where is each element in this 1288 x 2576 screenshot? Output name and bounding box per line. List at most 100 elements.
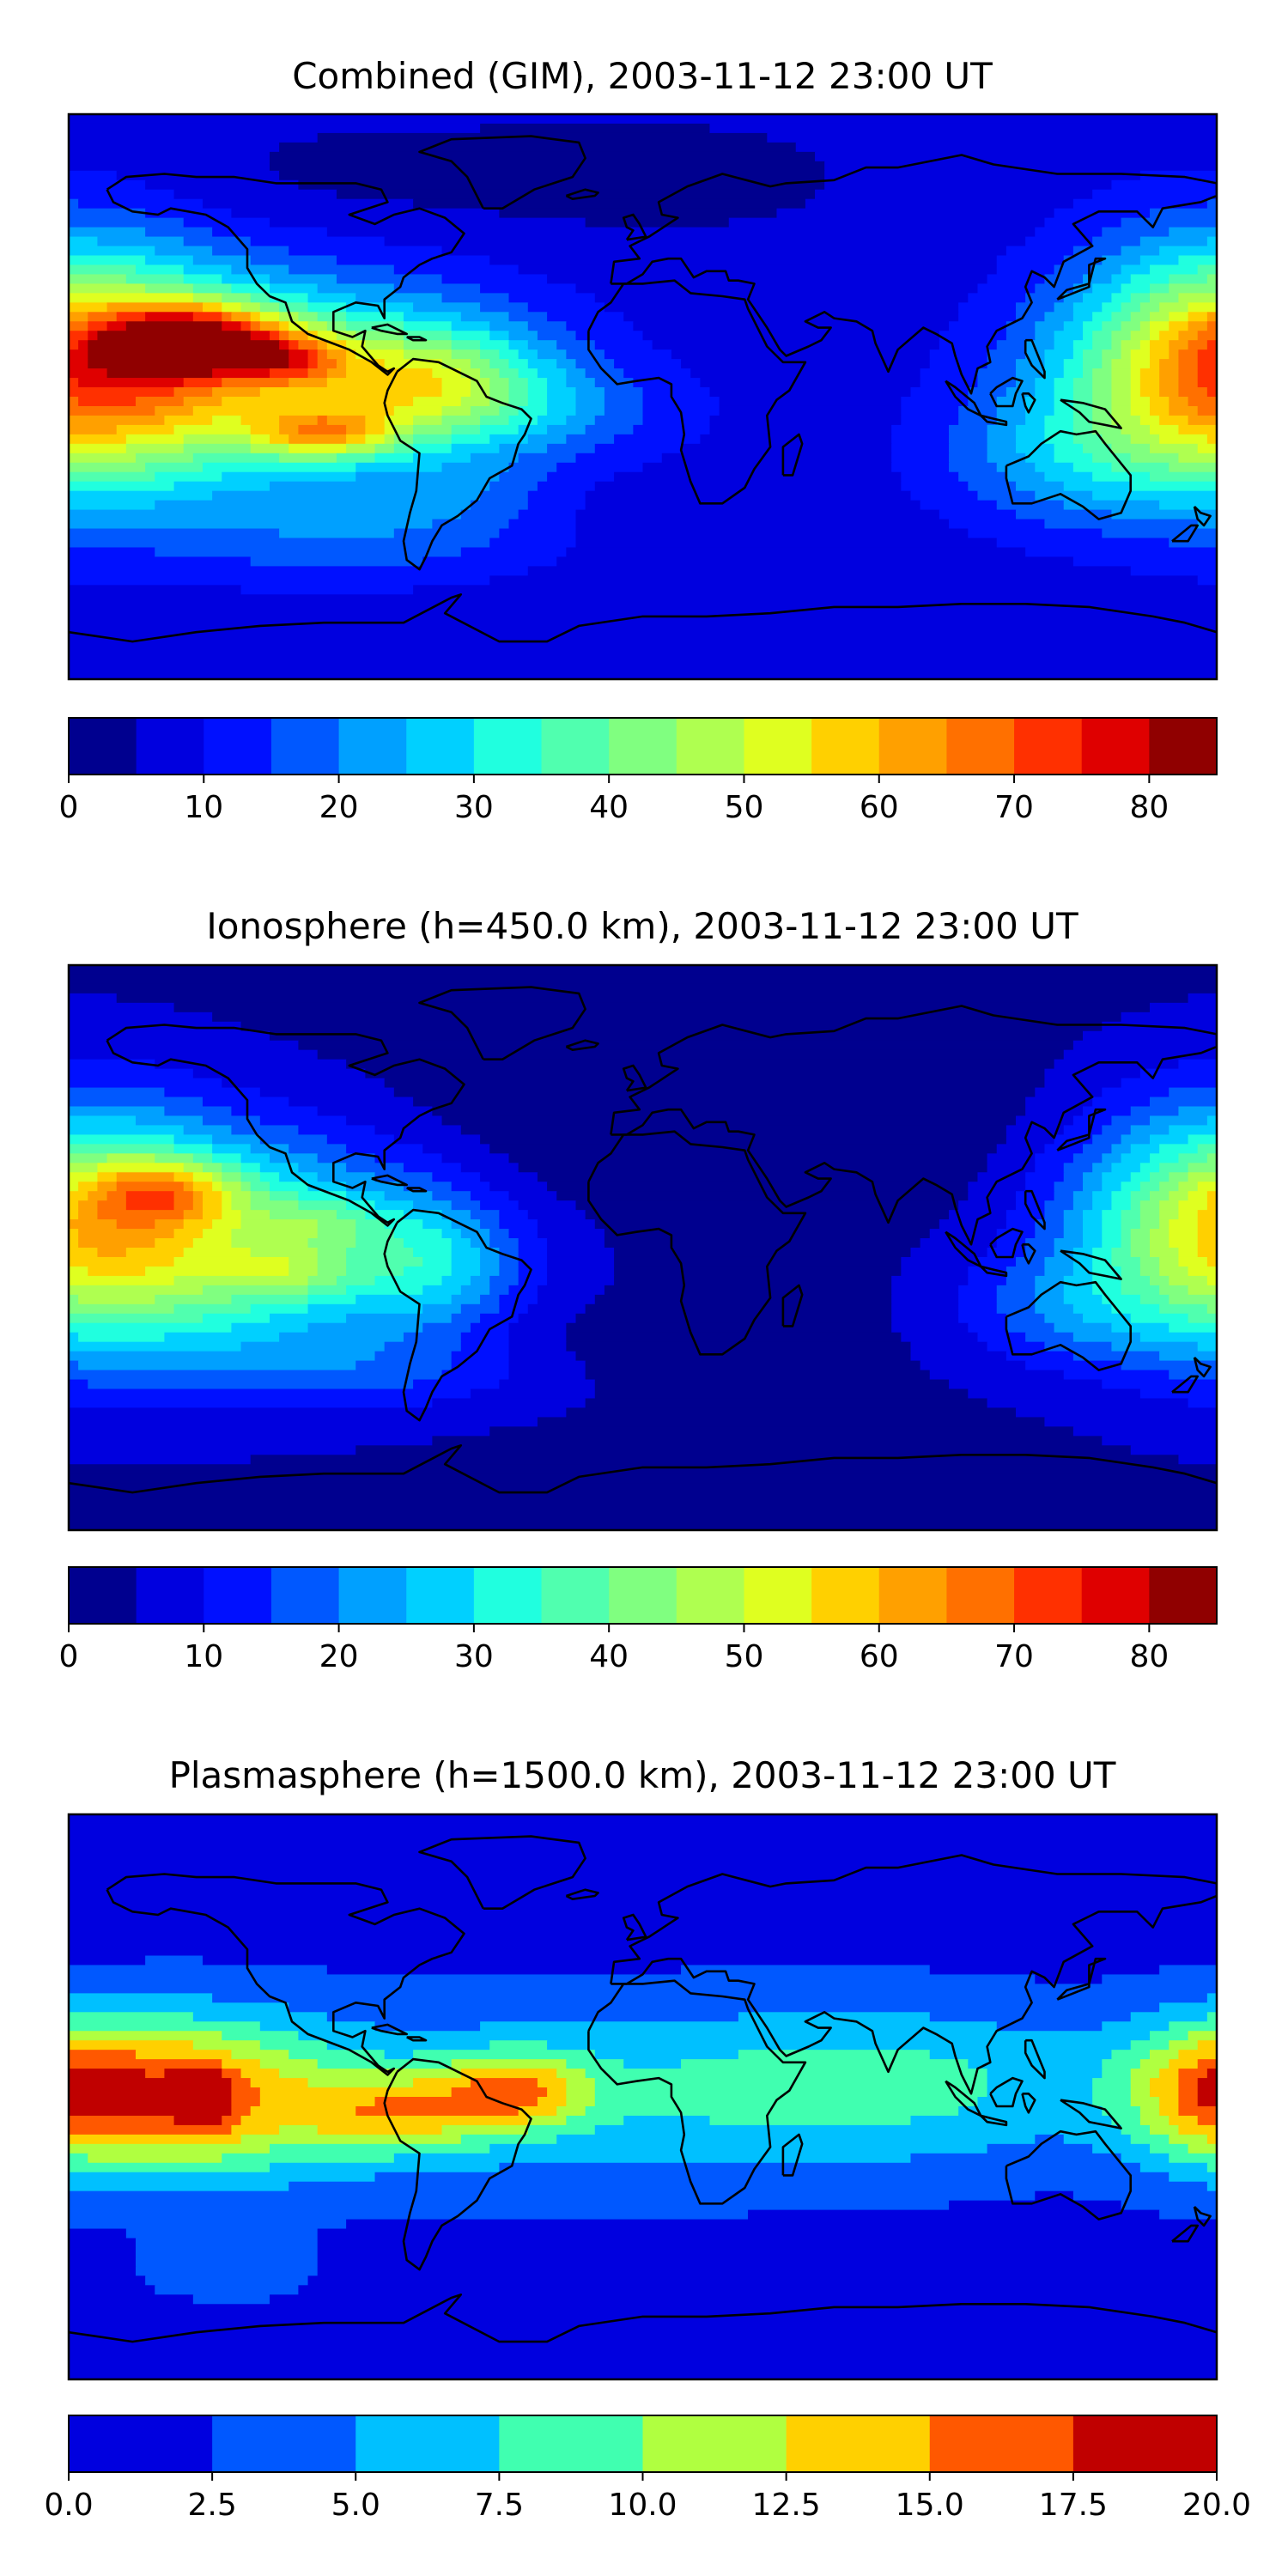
coastline-path: [1193, 1356, 1212, 1378]
map-cell: [307, 368, 328, 379]
map-cell: [307, 2078, 414, 2088]
map-cell: [413, 302, 481, 313]
map-cell: [346, 424, 367, 435]
map-cell: [489, 321, 529, 332]
map-cell: [1159, 1200, 1180, 1211]
map-cell: [891, 1285, 959, 1296]
map-cell: [566, 2115, 625, 2126]
map-cell: [69, 1993, 213, 2004]
map-cell: [1083, 1106, 1132, 1117]
map-cell: [78, 340, 89, 350]
map-cell: [594, 1219, 940, 1230]
map-cell: [69, 604, 1217, 615]
map-cell: [891, 1275, 969, 1286]
map-cell: [307, 1303, 424, 1315]
map-cell: [1072, 1256, 1093, 1267]
map-cell: [125, 2228, 319, 2239]
map-cell: [183, 1248, 252, 1258]
map-cell: [623, 312, 959, 323]
map-cell: [470, 378, 491, 388]
map-cell: [1063, 1163, 1093, 1174]
map-cell: [1063, 1275, 1093, 1286]
colorbar-segment: [946, 1567, 1015, 1624]
map-cell: [1063, 1370, 1170, 1381]
map-cell: [1206, 1191, 1217, 1201]
map-cell: [212, 368, 270, 379]
map-cell: [289, 434, 347, 445]
map-cell: [346, 1163, 404, 1174]
map-cell: [259, 2087, 453, 2098]
map-cell: [508, 359, 529, 369]
map-cell: [1111, 405, 1132, 416]
colorbar-segment: [355, 2415, 500, 2472]
colorbar-tick-label: 10.0: [608, 2488, 677, 2523]
map-cell: [1139, 302, 1160, 313]
map-cell: [135, 1115, 204, 1127]
map-cell: [1169, 2040, 1199, 2050]
map-cell: [1016, 1191, 1055, 1201]
map-cell: [527, 378, 548, 388]
map-cell: [1044, 1256, 1074, 1267]
map-cell: [222, 293, 252, 304]
map-cell: [508, 1191, 558, 1201]
map-cell: [537, 1294, 596, 1305]
map-cell: [987, 453, 1026, 464]
map-cell: [508, 293, 596, 304]
map-cell: [987, 1163, 1036, 1174]
map-cell: [173, 1002, 1151, 1013]
map-cell: [489, 378, 510, 388]
map-cell: [968, 293, 1026, 304]
map-cell: [1054, 1059, 1180, 1070]
map-cell: [508, 1285, 538, 1296]
map-cell: [1063, 321, 1084, 332]
map-cell: [384, 1341, 462, 1352]
colorbar-segment: [1149, 718, 1218, 775]
map-cell: [1044, 1210, 1065, 1220]
map-cell: [441, 1153, 510, 1164]
map-cell: [1005, 331, 1036, 341]
map-cell: [508, 415, 538, 426]
map-cell: [824, 179, 1113, 191]
map-cell: [69, 368, 108, 379]
map-cell: [681, 359, 931, 369]
map-cell: [222, 1200, 233, 1211]
map-cell: [212, 1993, 1208, 2004]
map-cell: [1139, 1266, 1160, 1277]
map-cell: [1178, 2069, 1208, 2079]
map-cell: [231, 1238, 309, 1249]
map-cell: [432, 1191, 471, 1201]
map-cell: [1150, 405, 1170, 416]
coastline-path: [610, 154, 1217, 395]
map-cell: [1169, 1294, 1217, 1305]
map-cell: [307, 1322, 424, 1334]
map-cell: [413, 1200, 453, 1211]
map-cell: [422, 1256, 453, 1267]
map-cell: [901, 397, 969, 407]
map-cell: [1178, 2105, 1217, 2117]
map-cell: [403, 1238, 453, 1249]
map-cell: [661, 453, 892, 464]
map-cell: [346, 1059, 1055, 1070]
map-cell: [499, 208, 778, 219]
map-cell: [250, 424, 280, 435]
coastline-path: [1056, 1957, 1107, 2001]
map-cell: [470, 500, 529, 511]
map-cell: [1197, 1238, 1217, 1249]
map-cell: [279, 321, 290, 332]
map-cell: [307, 1294, 357, 1305]
map-cell: [1150, 1191, 1170, 1201]
map-cell: [1035, 1163, 1065, 1174]
map-cell: [594, 2087, 988, 2098]
map-cell: [69, 443, 127, 454]
map-cell: [346, 359, 386, 369]
map-cell: [240, 1210, 270, 1220]
map-cell: [996, 500, 1065, 511]
map-cell: [69, 293, 194, 304]
map-cell: [795, 142, 1217, 153]
map-cell: [393, 424, 414, 435]
map-cell: [1005, 321, 1036, 332]
map-cell: [69, 2134, 242, 2145]
map-cell: [116, 1219, 156, 1230]
map-cell: [240, 585, 414, 596]
colorbar: 0 10 20 30 40 50 60 70 80: [59, 717, 1218, 825]
